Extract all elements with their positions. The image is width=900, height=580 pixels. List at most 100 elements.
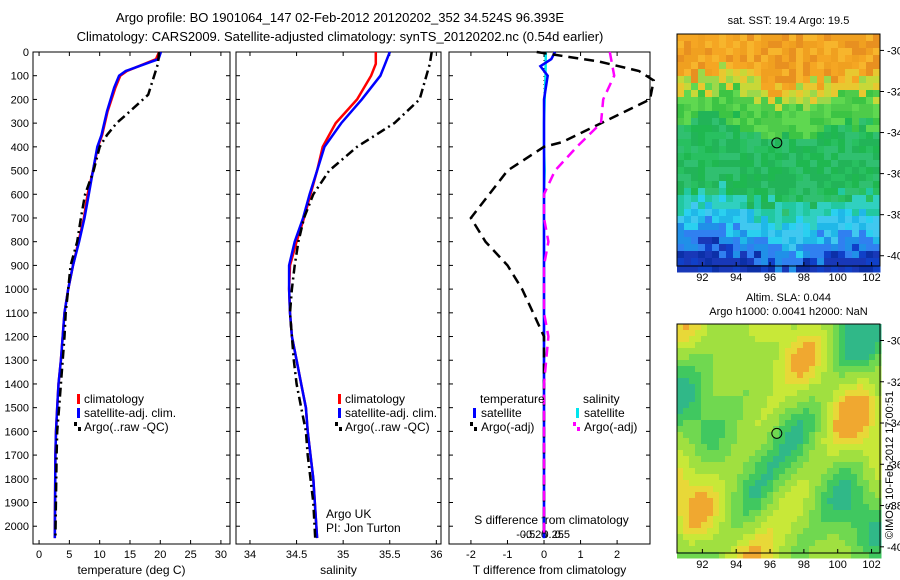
sla-map-cell (695, 360, 702, 367)
sla-map-cell (767, 396, 774, 403)
sla-map-cell (803, 336, 810, 343)
sla-map-cell (827, 330, 834, 337)
sla-map-cell (785, 402, 792, 409)
sst-map-cell (775, 195, 783, 203)
sst-map-cell (852, 223, 860, 231)
sla-map-cell (791, 426, 798, 433)
sla-map-cell (833, 474, 840, 481)
sla-map-cell (677, 384, 684, 391)
sla-map-cell (785, 492, 792, 499)
sst-map-cell (677, 118, 685, 126)
sla-map-cell (833, 540, 840, 547)
sla-map-cell (827, 444, 834, 451)
sla-map-cell (767, 540, 774, 547)
sst-map-cell (691, 104, 699, 112)
sst-map-cell (747, 125, 755, 133)
sla-map-cell (719, 342, 726, 349)
sst-map-ytick-label: -38 (887, 210, 900, 222)
depth-tick-label: 1300 (5, 355, 29, 367)
sla-map-cell (689, 432, 696, 439)
sla-map-cell (809, 402, 816, 409)
sla-map-cell (833, 330, 840, 337)
sla-map-cell (803, 384, 810, 391)
sla-map-cell (713, 510, 720, 517)
sla-map-cell (767, 360, 774, 367)
legend-label: climatology (84, 392, 144, 406)
sla-map-cell (737, 534, 744, 541)
sst-map-cell (698, 237, 706, 245)
sst-map-cell (712, 153, 720, 161)
sst-map-cell (775, 132, 783, 140)
sla-map-cell (839, 438, 846, 445)
sla-map-cell (851, 408, 858, 415)
sst-map-cell (747, 83, 755, 91)
sla-map-cell (677, 546, 684, 553)
sla-map-cell (785, 414, 792, 421)
sla-map-cell (779, 396, 786, 403)
sst-map-cell (747, 223, 755, 231)
sla-map-cell (779, 498, 786, 505)
sla-map-cell (791, 474, 798, 481)
sla-map-cell (785, 552, 792, 559)
sst-map-cell (782, 132, 790, 140)
sla-map-cell (791, 378, 798, 385)
sla-map-cell (785, 384, 792, 391)
sst-map-cell (859, 265, 867, 273)
sst-map-cell (691, 216, 699, 224)
sla-map-cell (779, 456, 786, 463)
sst-map-cell (803, 167, 811, 175)
sla-map-cell (773, 426, 780, 433)
sla-map-cell (791, 504, 798, 511)
sla-map-cell (863, 390, 870, 397)
sla-map-cell (695, 408, 702, 415)
sla-map-cell (743, 438, 750, 445)
sst-map-cell (845, 111, 853, 119)
sla-map-cell (719, 534, 726, 541)
legend-swatch (577, 427, 580, 431)
sst-map-cell (747, 251, 755, 259)
sst-map-cell (705, 223, 713, 231)
sst-map-cell (866, 216, 874, 224)
sla-map-cell (863, 486, 870, 493)
sst-map-cell (782, 195, 790, 203)
sla-map-cell (737, 474, 744, 481)
sla-map-cell (809, 534, 816, 541)
sst-map-cell (845, 90, 853, 98)
sst-map-cell (831, 244, 839, 252)
sla-map-cell (725, 522, 732, 529)
sla-map-cell (755, 324, 762, 331)
sla-map-cell (803, 546, 810, 553)
sla-map-cell (809, 486, 816, 493)
sla-map-cell (785, 462, 792, 469)
sla-map-cell (815, 420, 822, 427)
sst-map-cell (873, 216, 881, 224)
sst-map-cell (775, 258, 783, 266)
sla-map-cell (755, 510, 762, 517)
sst-map-cell (761, 160, 769, 168)
sla-map-xtick-label: 92 (696, 559, 708, 571)
sst-map-cell (705, 41, 713, 49)
sst-map-cell (852, 153, 860, 161)
sla-map-cell (689, 456, 696, 463)
sla-map-cell (857, 324, 864, 331)
sla-map-cell (725, 384, 732, 391)
sla-map-cell (833, 486, 840, 493)
sla-map-cell (779, 360, 786, 367)
sst-map-cell (873, 139, 881, 147)
sla-map-cell (749, 456, 756, 463)
sst-map-cell (677, 258, 685, 266)
sla-map-cell (689, 546, 696, 553)
sst-map-cell (733, 237, 741, 245)
sla-map-cell (791, 330, 798, 337)
sla-map-cell (701, 426, 708, 433)
sla-map-cell (869, 366, 876, 373)
sst-map-cell (747, 188, 755, 196)
sla-map-cell (689, 522, 696, 529)
sla-map-cell (863, 342, 870, 349)
sla-map-cell (749, 330, 756, 337)
sla-map-cell (785, 348, 792, 355)
sla-map-cell (701, 492, 708, 499)
pi-annotation: Argo UK (326, 507, 371, 521)
sla-map-cell (839, 384, 846, 391)
sst-map-cell (684, 216, 692, 224)
